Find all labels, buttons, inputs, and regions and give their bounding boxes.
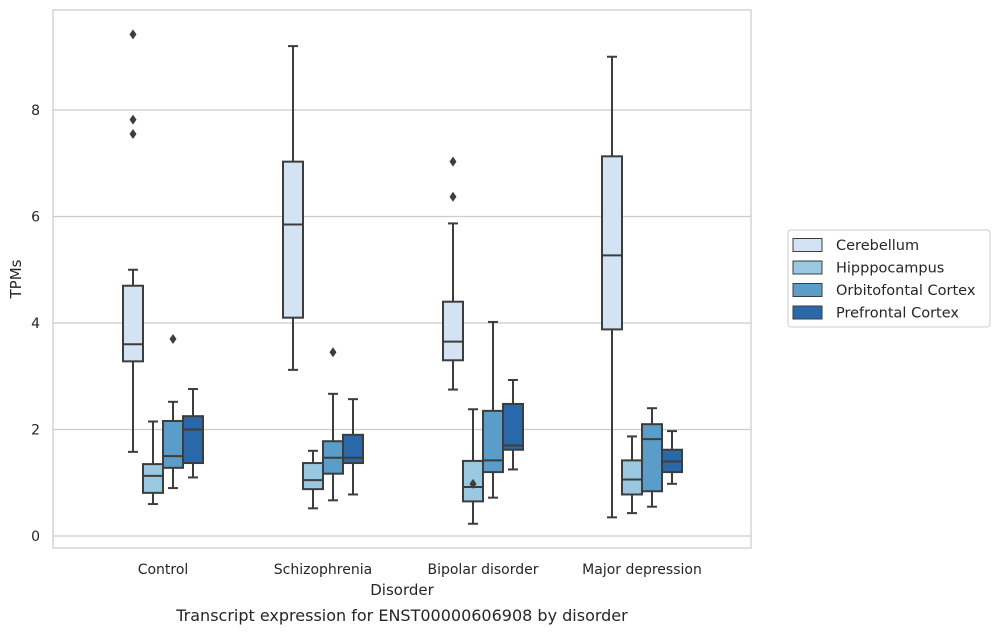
- x-axis-label: Disorder: [370, 581, 434, 599]
- legend: Cerebellum Hipppocampus Orbitofontal Corte…: [787, 229, 991, 328]
- x-tick-label: Schizophrenia: [274, 562, 372, 578]
- box-hipppocampus-2: [462, 408, 484, 525]
- box-iqr: [641, 423, 663, 493]
- box-series: [122, 29, 683, 525]
- outlier-point: [129, 128, 137, 139]
- y-tick-label: 6: [31, 210, 40, 226]
- box-cerebellum-1: [282, 45, 304, 371]
- box-hipppocampus-1: [302, 449, 324, 510]
- y-tick-label: 0: [31, 529, 40, 545]
- legend-items: Cerebellum Hipppocampus Orbitofontal Corte…: [792, 238, 976, 322]
- box-prefrontal-cortex-2: [502, 378, 524, 471]
- box-iqr: [142, 463, 164, 494]
- box-iqr: [282, 160, 304, 319]
- box-hipppocampus-0: [142, 420, 164, 506]
- x-tick-labels: Control Schizophrenia Bipolar disorder Majo…: [138, 562, 702, 578]
- box-cerebellum-3: [601, 55, 623, 519]
- box-iqr: [482, 409, 504, 474]
- legend-swatch: [792, 238, 823, 252]
- outlier-point: [449, 156, 457, 167]
- box-iqr: [442, 300, 464, 362]
- chart-caption: Transcript expression for ENST0000060690…: [175, 606, 628, 625]
- y-tick-label: 8: [31, 103, 40, 119]
- box-iqr: [302, 462, 324, 491]
- box-iqr: [342, 433, 364, 465]
- box-prefrontal-cortex-1: [342, 398, 364, 496]
- box-cerebellum-0: [122, 29, 144, 453]
- box-prefrontal-cortex-3: [661, 430, 683, 485]
- x-tick-label: Bipolar disorder: [427, 562, 538, 578]
- box-orbitofontal-cortex-2: [482, 320, 504, 499]
- outlier-point: [169, 333, 177, 344]
- y-tick-label: 2: [31, 423, 40, 439]
- box-prefrontal-cortex-0: [182, 388, 204, 479]
- box-iqr: [182, 415, 204, 465]
- y-tick-labels: 0 2 4 6 8: [31, 103, 40, 545]
- outlier-point: [129, 29, 137, 40]
- outlier-point: [469, 478, 477, 489]
- outlier-point: [449, 191, 457, 202]
- box-iqr: [601, 155, 623, 331]
- legend-swatch: [792, 283, 823, 297]
- outlier-point: [329, 347, 337, 358]
- legend-frame: [787, 229, 991, 328]
- legend-swatch: [792, 305, 823, 320]
- box-orbitofontal-cortex-1: [322, 347, 344, 502]
- box-iqr: [122, 284, 144, 363]
- legend-label: Cerebellum: [836, 238, 919, 254]
- legend-label: Hipppocampus: [836, 261, 944, 277]
- plot-frame: [52, 9, 752, 549]
- y-axis-label: TPMs: [7, 259, 25, 299]
- legend-swatch: [792, 260, 823, 275]
- x-tick-label: Major depression: [582, 562, 702, 578]
- x-tick-label: Control: [138, 562, 189, 578]
- outlier-point: [129, 114, 137, 125]
- box-iqr: [621, 459, 643, 496]
- box-iqr: [502, 402, 524, 451]
- box-iqr: [162, 419, 184, 469]
- y-tick-label: 4: [31, 316, 40, 332]
- legend-label: Prefrontal Cortex: [836, 306, 959, 322]
- box-cerebellum-2: [442, 156, 464, 391]
- legend-label: Orbitofontal Cortex: [836, 283, 976, 299]
